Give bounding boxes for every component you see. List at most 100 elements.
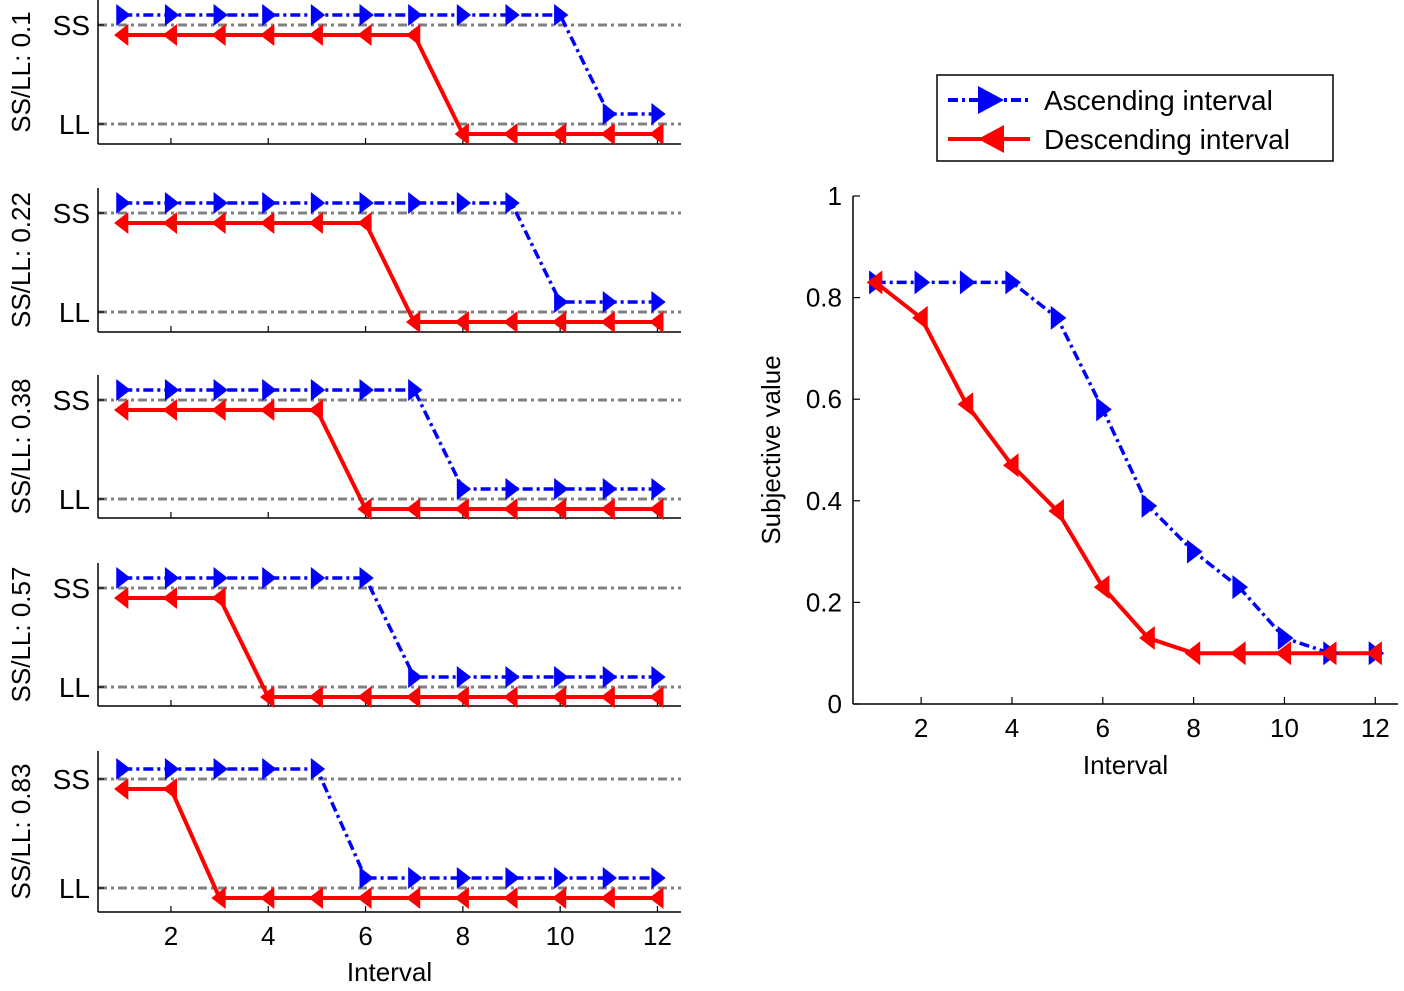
ascending-point	[116, 758, 131, 780]
ascending-series-line	[875, 280, 1376, 655]
x-tick-label: 6	[1096, 713, 1110, 743]
descending-point	[114, 212, 129, 234]
ascending-point	[262, 4, 277, 26]
ascending-point	[359, 192, 374, 214]
descending-point	[1139, 625, 1155, 650]
ascending-point	[505, 4, 520, 26]
descending-point	[1184, 641, 1201, 666]
ascending-point	[164, 567, 180, 589]
ascending-point	[213, 758, 228, 780]
descending-point	[1275, 641, 1292, 666]
ascending-series-line	[122, 201, 658, 304]
ll-tick-label: LL	[59, 297, 90, 328]
ascending-point	[310, 192, 326, 214]
descending-point	[162, 24, 177, 46]
descending-point	[114, 24, 129, 46]
ss-tick-label: SS	[53, 198, 90, 229]
descending-series-line	[874, 280, 1376, 656]
descending-point	[162, 587, 177, 609]
ascending-point	[651, 291, 666, 313]
small-multiples-group: SS LL SS/LL: 0.1 SS LL SS/LL: 0.22 SS LL SS/LL: …	[6, 0, 681, 987]
panel-ylabel: SS/LL: 0.38	[6, 379, 36, 515]
ascending-point	[359, 4, 374, 26]
ascending-point	[505, 666, 520, 688]
descending-point	[211, 887, 226, 909]
ascending-series-line	[122, 388, 658, 491]
ascending-point	[408, 867, 423, 889]
ll-tick-label: LL	[59, 484, 90, 515]
ascending-point	[602, 291, 618, 313]
descending-point	[503, 311, 518, 333]
legend-ascending-marker	[978, 86, 1004, 114]
descending-point	[503, 686, 518, 708]
ascending-point	[164, 4, 180, 26]
descending-point	[357, 498, 372, 520]
descending-point	[649, 887, 664, 909]
ascending-point	[456, 867, 472, 889]
ascending-point	[1187, 539, 1203, 564]
descending-point	[308, 212, 323, 234]
ascending-point	[602, 666, 618, 688]
ascending-point	[359, 379, 374, 401]
ascending-point	[505, 478, 520, 500]
descending-point	[114, 399, 129, 421]
panel-4: SS LL SS/LL: 0.57	[6, 563, 681, 708]
ll-tick-label: LL	[59, 672, 90, 703]
ascending-point	[505, 192, 520, 214]
y-tick-label: 0.2	[806, 587, 842, 617]
descending-point	[600, 887, 615, 909]
descending-series-line	[122, 787, 658, 900]
descending-series-line	[122, 408, 658, 511]
descending-point	[211, 399, 226, 421]
ascending-point	[651, 103, 666, 125]
ascending-point	[456, 192, 472, 214]
ascending-point	[554, 666, 569, 688]
ascending-point	[164, 192, 180, 214]
descending-point	[260, 887, 275, 909]
panel-ylabel: SS/LL: 0.1	[6, 11, 36, 132]
ascending-point	[116, 192, 131, 214]
descending-point	[454, 686, 469, 708]
descending-point	[357, 24, 372, 46]
y-tick-label: 0.6	[806, 384, 842, 414]
ascending-point	[1277, 625, 1294, 650]
descending-point	[211, 212, 226, 234]
y-tick-label: 0.8	[806, 283, 842, 313]
x-tick-label: 12	[643, 921, 672, 951]
ascending-point	[310, 758, 326, 780]
ascending-point	[602, 867, 618, 889]
ascending-point	[262, 567, 277, 589]
descending-point	[649, 686, 664, 708]
descending-point	[162, 778, 177, 800]
descending-point	[357, 212, 372, 234]
descending-point	[454, 123, 469, 145]
descending-point	[308, 399, 323, 421]
panel-ylabel: SS/LL: 0.83	[6, 764, 36, 900]
ascending-point	[505, 867, 520, 889]
ll-tick-label: LL	[59, 873, 90, 904]
ascending-point	[456, 666, 472, 688]
descending-point	[405, 887, 421, 909]
y-tick-label: 1	[828, 181, 842, 211]
descending-point	[866, 270, 883, 295]
descending-point	[260, 686, 275, 708]
descending-point	[1048, 498, 1064, 523]
ascending-point	[554, 291, 569, 313]
ss-tick-label: SS	[53, 10, 90, 41]
descending-point	[957, 392, 974, 417]
descending-point	[162, 399, 177, 421]
descending-series-line	[122, 596, 658, 699]
descending-point	[260, 212, 275, 234]
descending-point	[308, 686, 323, 708]
ascending-point	[262, 192, 277, 214]
ascending-point	[310, 567, 326, 589]
legend-descending-marker	[978, 125, 1004, 153]
ascending-series-line	[122, 13, 658, 116]
ascending-point	[310, 4, 326, 26]
descending-point	[551, 311, 567, 333]
ascending-point	[1005, 270, 1021, 295]
ascending-point	[359, 567, 374, 589]
ascending-point	[262, 379, 277, 401]
descending-point	[1230, 641, 1246, 666]
ascending-point	[914, 270, 931, 295]
